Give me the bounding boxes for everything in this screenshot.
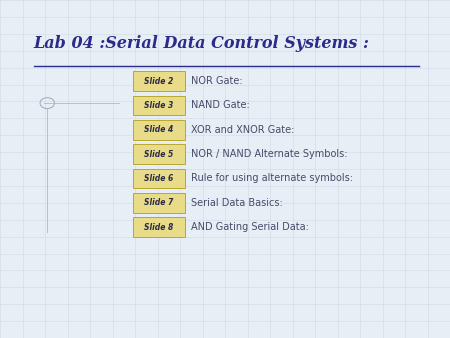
Text: AND Gating Serial Data:: AND Gating Serial Data: <box>191 222 309 232</box>
Text: NOR Gate:: NOR Gate: <box>191 76 243 86</box>
Text: NAND Gate:: NAND Gate: <box>191 100 250 111</box>
Text: Slide 5: Slide 5 <box>144 150 173 159</box>
FancyBboxPatch shape <box>133 193 184 213</box>
Text: Slide 4: Slide 4 <box>144 125 173 134</box>
Text: NOR / NAND Alternate Symbols:: NOR / NAND Alternate Symbols: <box>191 149 348 159</box>
Text: Slide 2: Slide 2 <box>144 77 173 86</box>
FancyBboxPatch shape <box>133 96 184 115</box>
Text: Slide 6: Slide 6 <box>144 174 173 183</box>
Text: Slide 8: Slide 8 <box>144 223 173 232</box>
FancyBboxPatch shape <box>133 217 184 237</box>
Text: Serial Data Basics:: Serial Data Basics: <box>191 198 283 208</box>
Text: Slide 7: Slide 7 <box>144 198 173 207</box>
Text: Lab 04 :Serial Data Control Systems :: Lab 04 :Serial Data Control Systems : <box>34 35 369 52</box>
Text: Slide 3: Slide 3 <box>144 101 173 110</box>
FancyBboxPatch shape <box>133 144 184 164</box>
FancyBboxPatch shape <box>133 169 184 188</box>
FancyBboxPatch shape <box>133 71 184 91</box>
FancyBboxPatch shape <box>133 120 184 140</box>
Text: XOR and XNOR Gate:: XOR and XNOR Gate: <box>191 125 295 135</box>
Text: Rule for using alternate symbols:: Rule for using alternate symbols: <box>191 173 353 184</box>
